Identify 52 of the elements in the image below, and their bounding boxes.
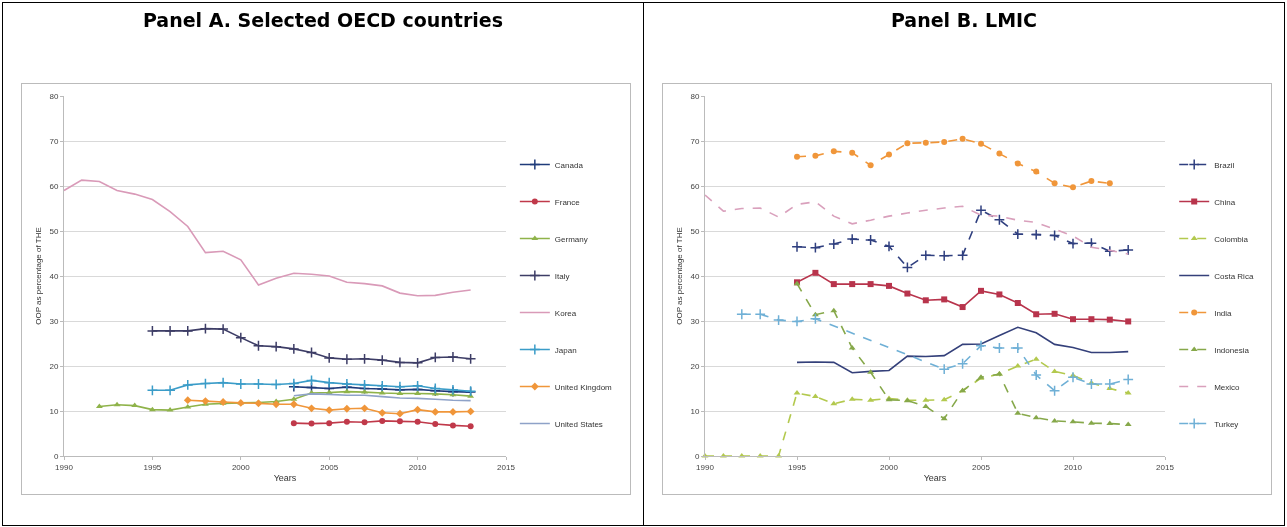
y-tick-label: 70 xyxy=(49,136,59,146)
x-tick-label: 2015 xyxy=(1156,462,1175,472)
y-tick-label: 80 xyxy=(49,91,59,101)
chart-title: Panel B. LMIC xyxy=(889,9,1039,31)
legend-label: Korea xyxy=(554,308,577,318)
y-tick-label: 20 xyxy=(690,361,700,371)
y-tick-label: 40 xyxy=(49,271,59,281)
y-tick-label: 60 xyxy=(49,181,59,191)
legend-label: China xyxy=(1214,197,1236,207)
y-tick-label: 30 xyxy=(49,316,59,326)
x-tick-label: 2010 xyxy=(408,462,428,472)
y-tick-label: 80 xyxy=(690,91,700,101)
legend-label: Canada xyxy=(554,160,584,170)
legend-label: Germany xyxy=(554,234,588,244)
x-tick-label: 1995 xyxy=(143,462,162,472)
x-tick-label: 1990 xyxy=(55,462,74,472)
y-tick-label: 60 xyxy=(690,181,700,191)
y-tick-label: 10 xyxy=(49,406,59,416)
legend-label: United States xyxy=(554,419,603,429)
legend-label: Turkey xyxy=(1214,419,1239,429)
x-axis-title: Years xyxy=(923,473,947,484)
x-tick-label: 2010 xyxy=(1064,462,1083,472)
y-tick-label: 0 xyxy=(53,451,59,461)
y-tick-label: 20 xyxy=(49,361,59,371)
legend-label: Brazil xyxy=(1214,160,1235,170)
y-tick-label: 50 xyxy=(690,226,700,236)
x-tick-label: 1995 xyxy=(788,462,807,472)
y-tick-label: 10 xyxy=(690,406,700,416)
y-tick-label: 40 xyxy=(690,271,700,281)
chart-title: Panel A. Selected OECD countries xyxy=(141,9,505,31)
legend-label: Colombia xyxy=(1214,234,1249,244)
y-tick-label: 50 xyxy=(49,226,59,236)
y-tick-label: 70 xyxy=(690,136,700,146)
legend-label: United Kingdom xyxy=(554,382,613,392)
legend-label: India xyxy=(1214,308,1233,318)
x-tick-label: 2005 xyxy=(320,462,339,472)
y-axis-title: OOP as percentage of THE xyxy=(34,227,44,325)
legend-label: Indonesia xyxy=(1214,345,1250,355)
x-tick-label: 2000 xyxy=(231,462,251,472)
legend-label: Mexico xyxy=(1214,382,1241,392)
legend-label: Italy xyxy=(554,271,570,281)
y-tick-label: 0 xyxy=(694,451,700,461)
x-tick-label: 2000 xyxy=(880,462,899,472)
legend-label: Costa Rica xyxy=(1214,271,1254,281)
legend-label: France xyxy=(554,197,581,207)
x-axis-title: Years xyxy=(273,473,297,484)
legend-label: Japan xyxy=(554,345,577,355)
x-tick-label: 2015 xyxy=(497,462,516,472)
x-tick-label: 2005 xyxy=(972,462,991,472)
y-tick-label: 30 xyxy=(690,316,700,326)
x-tick-label: 1990 xyxy=(696,462,715,472)
y-axis-title: OOP as percentage of THE xyxy=(675,227,685,325)
